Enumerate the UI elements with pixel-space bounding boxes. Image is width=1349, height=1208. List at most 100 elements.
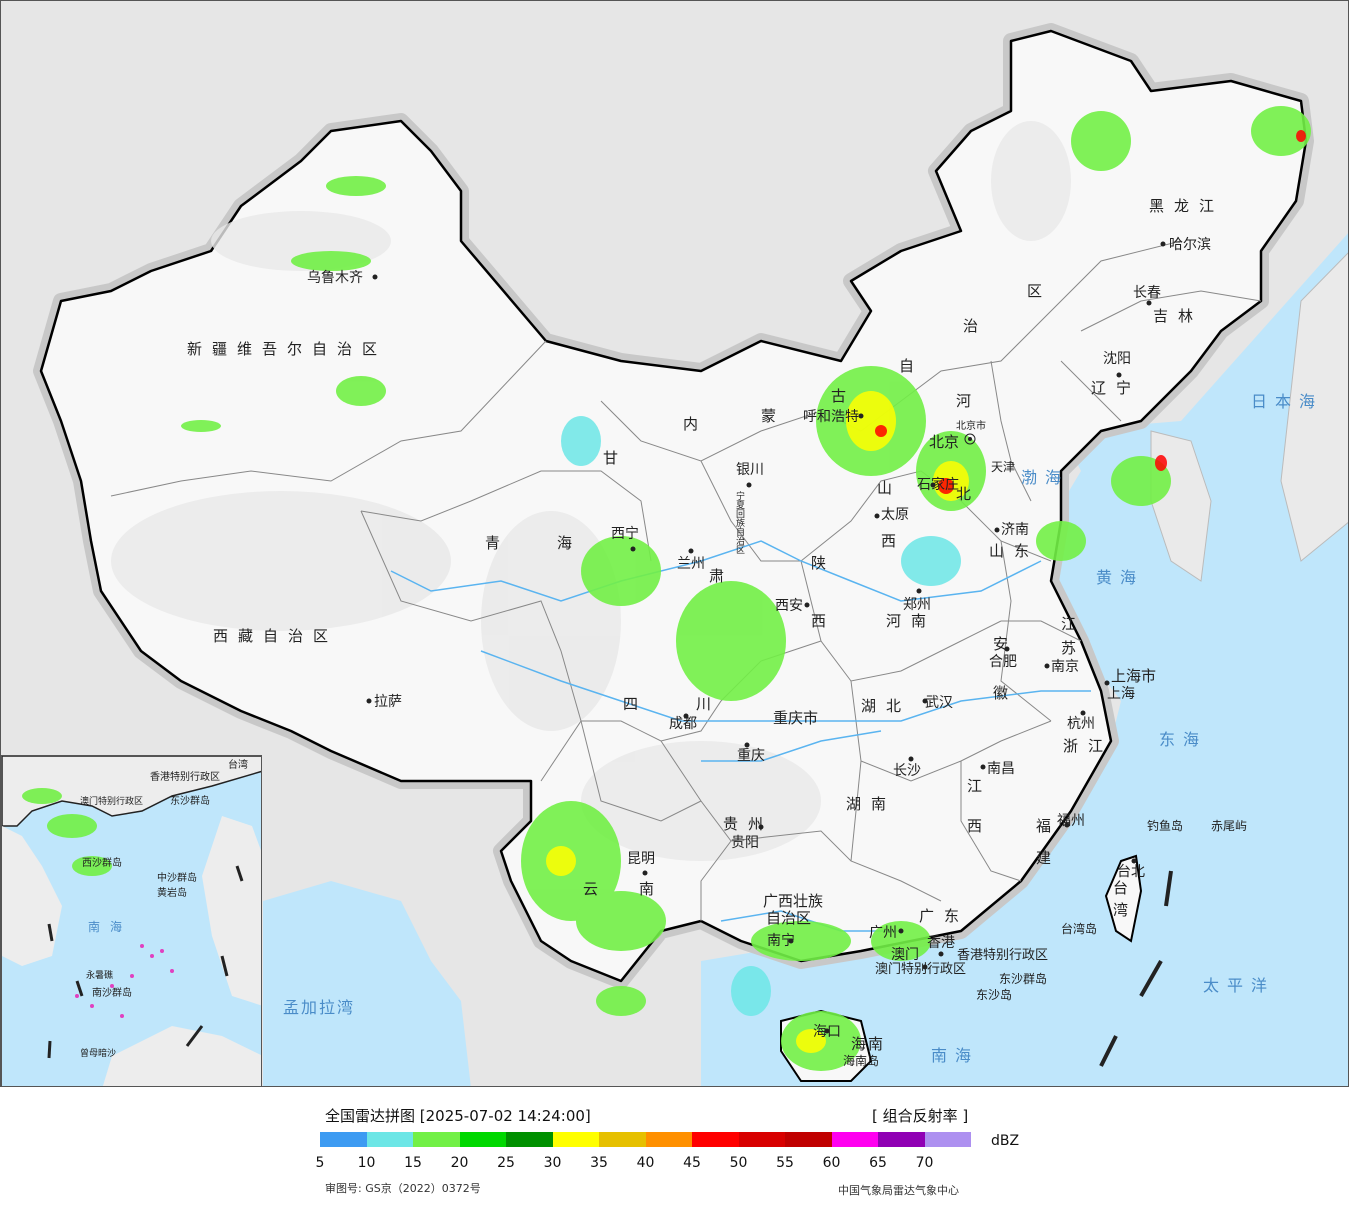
inset-land-phil — [202, 816, 261, 1006]
color-swatch-0 — [320, 1132, 367, 1147]
label-zhejiang: 浙江 — [1063, 737, 1113, 755]
svg-text:上海: 上海 — [1107, 686, 1135, 702]
taiwan-island — [1104, 854, 1143, 943]
inset-land-mainland — [2, 756, 261, 827]
legend-product: [ 组合反射率 ] — [872, 1107, 969, 1125]
city-haikou: 海口 — [813, 1024, 841, 1040]
label-gansu-2: 肃 — [709, 567, 734, 585]
city-shenyang: 沈阳 — [1103, 351, 1131, 378]
label-guangdong: 广东 — [919, 907, 969, 925]
svg-text:哈尔滨: 哈尔滨 — [1169, 237, 1211, 253]
province-labels: 新疆维吾尔自治区 西藏自治区 青 海 甘 肃 内 蒙 古 自 治 区 黑龙江 吉… — [187, 197, 1224, 1053]
source-org: 中国气象局雷达气象中心 — [838, 1184, 959, 1197]
label-sichuan-1: 四 — [623, 695, 648, 713]
label-beijing: 北京 — [929, 433, 959, 451]
city-shijiazhuang: 石家庄 — [917, 476, 959, 493]
tick-label: 20 — [450, 1155, 469, 1171]
label-heilongjiang: 黑龙江 — [1149, 197, 1224, 215]
color-swatch-13 — [924, 1132, 971, 1147]
city-wuhan: 武汉 — [922, 695, 953, 711]
label-jiangxi-1: 江 — [967, 777, 992, 795]
city-taipei: 台北 — [1117, 858, 1145, 880]
svg-text:成都: 成都 — [669, 716, 697, 732]
city-macau: 澳门 — [891, 947, 928, 970]
radar-map[interactable]: 新疆维吾尔自治区 西藏自治区 青 海 甘 肃 内 蒙 古 自 治 区 黑龙江 吉… — [0, 0, 1349, 1087]
inset-canvas: 香港特别行政区 东沙群岛 西沙群岛 中沙群岛 黄岩岛 南海 南沙群岛 永暑礁 曾… — [2, 756, 261, 1086]
approval-number: 审图号: GS京（2022）0372号 — [325, 1182, 481, 1195]
svg-text:银川: 银川 — [736, 462, 764, 478]
color-swatch-4 — [506, 1132, 553, 1147]
city-guiyang: 贵阳 — [731, 824, 764, 851]
label-anhui-2: 徽 — [993, 684, 1018, 702]
svg-text:长沙: 长沙 — [893, 763, 921, 779]
island-labels: 钓鱼岛 赤尾屿 台湾岛 海南岛 东沙群岛 东沙岛 香港特别行政区 澳门特别行政区 — [843, 818, 1247, 1068]
sea-bohai: 渤海 — [1021, 468, 1069, 487]
city-changchun: 长春 — [1133, 285, 1161, 306]
city-hefei: 合肥 — [989, 646, 1017, 670]
city-guangzhou: 广州 — [869, 925, 904, 941]
tick-label: 40 — [636, 1155, 655, 1171]
city-jinan: 济南 — [994, 522, 1029, 538]
label-fujian-2: 建 — [1036, 849, 1061, 867]
sea-taipingyang: 太平洋 — [1203, 976, 1275, 995]
label-shandong: 山东 — [989, 542, 1039, 560]
inset-hk: 香港特别行政区 — [150, 770, 220, 783]
color-swatch-8 — [692, 1132, 739, 1147]
label-taiwan-2: 湾 — [1113, 901, 1138, 919]
tick-label: 35 — [590, 1155, 608, 1171]
color-swatch-6 — [599, 1132, 646, 1147]
inset-xisha: 西沙群岛 — [82, 856, 122, 869]
tick-label: 45 — [683, 1155, 701, 1171]
label-neimenggu-5: 治 — [963, 317, 988, 335]
sea-donghai: 东海 — [1159, 730, 1207, 749]
inset-yongshu: 永暑礁 — [86, 969, 113, 981]
city-zhengzhou: 郑州 — [903, 588, 931, 613]
city-fuzhou: 福州 — [1057, 813, 1085, 829]
label-fujian-1: 福 — [1036, 817, 1061, 835]
tick-label: 5 — [315, 1155, 325, 1171]
svg-text:南宁: 南宁 — [767, 932, 795, 949]
city-harbin: 哈尔滨 — [1160, 237, 1211, 253]
svg-text:重庆: 重庆 — [737, 748, 765, 764]
boundary-segments — [1099, 870, 1173, 1067]
label-henan: 河南 — [886, 612, 936, 630]
color-swatch-2 — [413, 1132, 460, 1147]
svg-text:兰州: 兰州 — [677, 556, 705, 572]
label-hebei-2: 北 — [956, 485, 981, 503]
label-sichuan-2: 川 — [696, 695, 721, 713]
label-shanxi-1: 山 — [877, 479, 902, 497]
svg-text:沈阳: 沈阳 — [1103, 351, 1131, 367]
svg-text:长春: 长春 — [1133, 285, 1161, 301]
svg-text:郑州: 郑州 — [903, 597, 931, 613]
city-urumqi: 乌鲁木齐 — [307, 270, 378, 286]
city-hongkong: 香港 — [927, 935, 955, 957]
inset-reefs — [75, 944, 174, 1018]
label-liaoning: 辽宁 — [1091, 379, 1141, 397]
inset-land-borneo — [102, 1026, 261, 1086]
label-shanghai: 上海市 — [1111, 667, 1156, 685]
svg-text:昆明: 昆明 — [627, 851, 655, 867]
svg-text:南昌: 南昌 — [987, 761, 1015, 777]
isl-dongsha-qundao: 东沙群岛 — [999, 971, 1047, 986]
isl-diaoyu: 钓鱼岛 — [1147, 818, 1183, 833]
isl-taiwan: 台湾岛 — [1061, 921, 1097, 936]
inset-huangyan: 黄岩岛 — [157, 886, 187, 899]
city-shanghai: 上海 — [1104, 680, 1135, 702]
isl-hk-sar: 香港特别行政区 — [957, 948, 1048, 963]
tick-label: 25 — [497, 1155, 515, 1171]
label-jilin: 吉林 — [1153, 307, 1203, 325]
city-nanchang: 南昌 — [980, 761, 1015, 777]
sea-huanghai: 黄海 — [1096, 568, 1144, 587]
radar-echoes — [181, 106, 1311, 1071]
color-swatch-1 — [366, 1132, 413, 1147]
label-neimenggu-6: 区 — [1027, 282, 1052, 300]
svg-text:南京: 南京 — [1051, 659, 1079, 675]
city-hohhot: 呼和浩特 — [803, 409, 864, 425]
label-neimenggu-3: 古 — [831, 387, 856, 405]
color-swatch-11 — [831, 1132, 878, 1147]
svg-text:武汉: 武汉 — [925, 695, 953, 711]
city-nanning: 南宁 — [767, 932, 795, 949]
svg-text:台北: 台北 — [1117, 864, 1145, 880]
label-hubei: 湖北 — [861, 697, 911, 715]
inset-dongsha: 东沙群岛 — [170, 794, 210, 807]
